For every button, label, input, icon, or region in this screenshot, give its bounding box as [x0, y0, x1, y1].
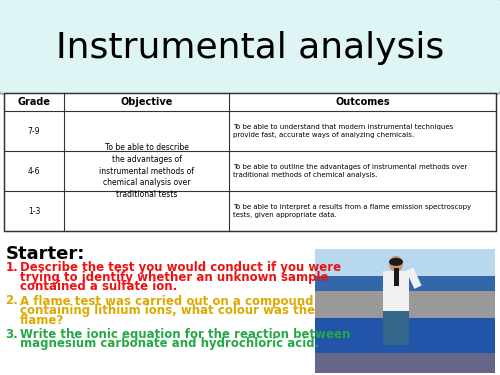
Bar	[394, 268, 399, 286]
Text: contained a sulfate ion.: contained a sulfate ion.	[20, 280, 177, 293]
Text: Starter:: Starter:	[6, 245, 86, 263]
Ellipse shape	[389, 256, 403, 272]
Ellipse shape	[389, 258, 403, 266]
Text: 7-9: 7-9	[28, 126, 40, 135]
Text: containing lithium ions, what colour was the: containing lithium ions, what colour was…	[20, 304, 315, 317]
Bar	[315, 318, 495, 353]
FancyBboxPatch shape	[0, 0, 500, 94]
Bar	[383, 310, 409, 345]
Bar	[315, 291, 495, 318]
Bar	[4, 93, 496, 231]
Text: To be able to outline the advantages of instrumental methods over
traditional me: To be able to outline the advantages of …	[233, 164, 467, 178]
Text: A flame test was carried out on a compound: A flame test was carried out on a compou…	[20, 294, 314, 307]
Text: Outcomes: Outcomes	[335, 97, 390, 107]
Text: To be able to interpret a results from a flame emission spectroscopy
tests, give: To be able to interpret a results from a…	[233, 204, 471, 218]
Bar	[315, 249, 495, 276]
Text: 1-3: 1-3	[28, 207, 40, 216]
Text: 1.: 1.	[5, 261, 18, 274]
Bar	[315, 353, 495, 373]
Bar	[315, 249, 495, 373]
Text: 3.: 3.	[5, 328, 18, 341]
Bar	[406, 267, 421, 289]
Text: Grade: Grade	[18, 97, 50, 107]
Text: Describe the test you would conduct if you were: Describe the test you would conduct if y…	[20, 261, 341, 274]
Text: Instrumental analysis: Instrumental analysis	[56, 31, 444, 65]
Text: 2.: 2.	[5, 294, 18, 307]
Text: Write the ionic equation for the reaction between: Write the ionic equation for the reactio…	[20, 328, 350, 341]
Text: To be able to describe
the advantages of
instrumental methods of
chemical analys: To be able to describe the advantages of…	[99, 143, 194, 199]
Bar	[383, 271, 409, 310]
Text: Objective: Objective	[120, 97, 172, 107]
Text: 4-6: 4-6	[28, 166, 40, 176]
Text: flame?: flame?	[20, 314, 64, 327]
Bar	[315, 276, 495, 291]
Text: To be able to understand that modern instrumental techniques
provide fast, accur: To be able to understand that modern ins…	[233, 124, 453, 138]
Text: magnesium carbonate and hydrochloric acid.: magnesium carbonate and hydrochloric aci…	[20, 338, 320, 351]
Text: trying to identify whether an unknown sample: trying to identify whether an unknown sa…	[20, 270, 328, 284]
